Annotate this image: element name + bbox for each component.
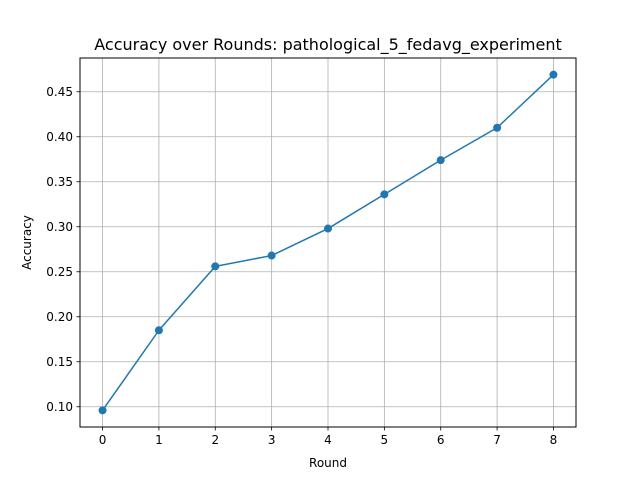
chart-title: Accuracy over Rounds: pathological_5_fed… bbox=[94, 35, 562, 55]
x-tick-label: 7 bbox=[493, 433, 501, 447]
y-tick-label: 0.35 bbox=[46, 175, 73, 189]
data-point bbox=[98, 406, 107, 415]
x-tick-label: 2 bbox=[211, 433, 219, 447]
x-tick-label: 8 bbox=[550, 433, 558, 447]
x-tick-label: 3 bbox=[268, 433, 276, 447]
y-axis-label: Accuracy bbox=[20, 215, 34, 270]
y-tick-label: 0.20 bbox=[46, 310, 73, 324]
x-axis-label: Round bbox=[309, 456, 347, 470]
data-point bbox=[493, 123, 502, 132]
data-point bbox=[211, 262, 220, 271]
x-tick-label: 4 bbox=[324, 433, 332, 447]
x-tick-label: 1 bbox=[155, 433, 163, 447]
data-point bbox=[267, 251, 276, 260]
data-point bbox=[436, 156, 445, 165]
x-tick-label: 6 bbox=[437, 433, 445, 447]
data-point bbox=[380, 190, 389, 199]
data-point bbox=[154, 326, 163, 335]
x-tick-label: 0 bbox=[99, 433, 107, 447]
series-layer bbox=[98, 70, 558, 415]
x-axis: 0 1 2 3 4 5 6 7 8 bbox=[99, 427, 558, 447]
data-point bbox=[324, 224, 332, 233]
x-tick-label: 5 bbox=[381, 433, 389, 447]
y-tick-label: 0.25 bbox=[46, 265, 73, 279]
y-tick-label: 0.30 bbox=[46, 220, 73, 234]
y-tick-label: 0.10 bbox=[46, 400, 73, 414]
data-point bbox=[549, 70, 558, 79]
y-tick-label: 0.15 bbox=[46, 355, 73, 369]
y-tick-label: 0.40 bbox=[46, 130, 73, 144]
y-axis: 0.10 0.15 0.20 0.25 0.30 0.35 0.40 0.45 bbox=[46, 85, 80, 414]
y-tick-label: 0.45 bbox=[46, 85, 73, 99]
